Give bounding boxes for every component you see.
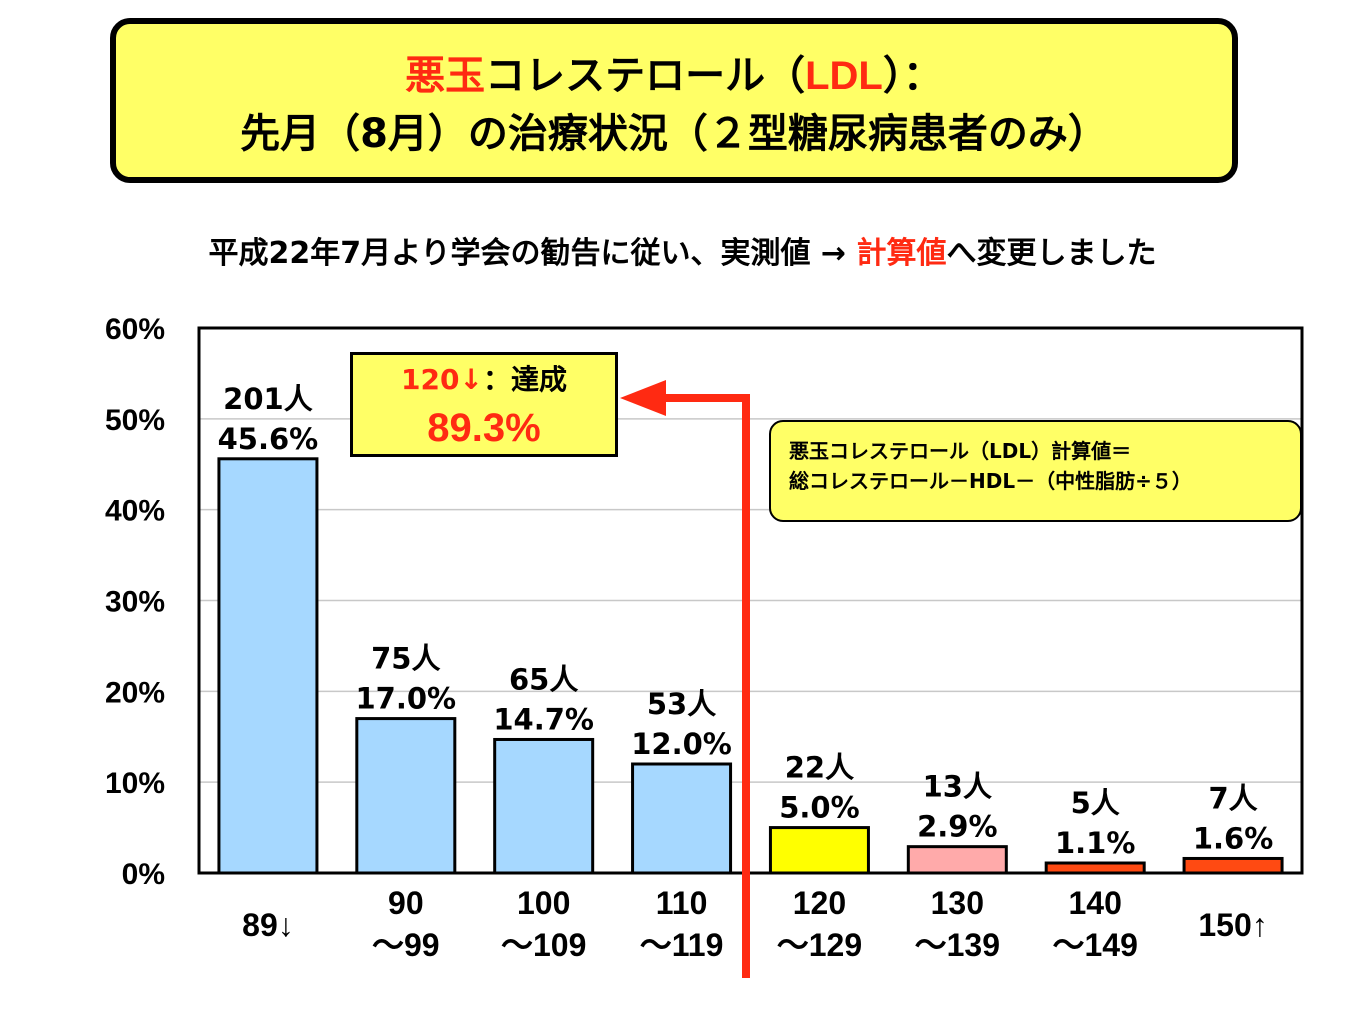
title-black-2: ）： <box>882 53 943 99</box>
y-tick-label: 30% <box>105 586 165 619</box>
x-tick-label: ～139 <box>915 927 1000 963</box>
x-tick-label: ～129 <box>777 927 862 963</box>
bar <box>493 737 595 875</box>
bar-percent-label: 12.0% <box>631 727 732 761</box>
y-axis-ticks: 0% 10% 20% 30% 40% 50% 60% <box>105 313 165 891</box>
achievement-label-red: 120↓ <box>401 363 483 396</box>
title-box: 悪玉コレステロール（LDL）： 先月（8月）の治療状況（２型糖尿病患者のみ） <box>110 18 1238 183</box>
bar-percent-label: 14.7% <box>493 702 594 736</box>
x-tick-label: 140 <box>1068 885 1121 921</box>
bar-count-label: 65人 <box>509 662 578 696</box>
bar <box>906 845 1008 875</box>
y-tick-label: 0% <box>122 858 165 891</box>
bar-percent-label: 45.6% <box>218 422 319 456</box>
subtitle-text-before: 平成22年7月より学会の勧告に従い、実測値 → <box>208 236 857 271</box>
x-tick-label: 100 <box>517 885 570 921</box>
y-tick-label: 40% <box>105 495 165 528</box>
x-tick-label: 150↑ <box>1198 907 1267 943</box>
bar <box>217 457 319 875</box>
achievement-label: 120↓：達成 <box>353 363 615 397</box>
y-tick-label: 60% <box>105 313 165 346</box>
bar <box>631 762 733 875</box>
achievement-label-black: ：達成 <box>482 363 567 396</box>
x-tick-label: ～109 <box>501 927 586 963</box>
achievement-box: 120↓：達成 89.3% <box>350 352 618 457</box>
formula-line-1: 悪玉コレステロール（LDL）計算値＝ <box>789 439 1132 463</box>
plot-frame <box>197 326 1304 875</box>
bar-count-label: 75人 <box>371 642 440 676</box>
bar-count-label: 7人 <box>1208 781 1257 815</box>
formula-line-2: 総コレステロール－HDL－（中性脂肪÷５） <box>789 469 1192 493</box>
x-axis-ticks: 89↓ 90 ～99 100 ～109 110 ～119 120 ～129 130 ～139 140 ～… <box>242 885 1268 963</box>
x-tick-label: ～99 <box>372 927 440 963</box>
bar-count-label: 22人 <box>785 751 854 785</box>
formula-box: 悪玉コレステロール（LDL）計算値＝ 総コレステロール－HDL－（中性脂肪÷５） <box>769 420 1302 522</box>
x-tick-label: 110 <box>656 885 708 921</box>
y-tick-label: 20% <box>105 676 165 709</box>
title-black-1: コレステロール（ <box>485 53 806 99</box>
bar <box>768 826 870 875</box>
x-tick-label: 120 <box>793 885 846 921</box>
title-line-1: 悪玉コレステロール（LDL）： <box>116 52 1232 100</box>
achievement-arrow <box>620 380 750 978</box>
subtitle: 平成22年7月より学会の勧告に従い、実測値 → 計算値へ変更しました <box>0 228 1365 272</box>
data-labels: 201人 45.6% 75人 17.0% 65人 14.7% 53人 12.0% 22人 5.0%… <box>218 382 1274 860</box>
x-tick-label: ～149 <box>1052 927 1137 963</box>
bar <box>1182 856 1284 875</box>
x-tick-label: 90 <box>388 885 424 921</box>
x-tick-label: ～119 <box>640 927 724 963</box>
x-tick-label: 130 <box>931 885 984 921</box>
bar-count-label: 13人 <box>923 770 992 804</box>
x-tick-label: 89↓ <box>242 907 294 943</box>
arrow-head-icon <box>620 380 666 416</box>
y-tick-label: 10% <box>105 767 165 800</box>
bar-percent-label: 1.6% <box>1193 821 1273 855</box>
bar-percent-label: 5.0% <box>779 791 859 825</box>
achievement-value: 89.3% <box>427 406 541 450</box>
bar-count-label: 53人 <box>647 687 716 721</box>
bar-percent-label: 17.0% <box>356 682 457 716</box>
title-red-2: LDL <box>805 54 883 98</box>
y-tick-label: 50% <box>105 404 165 437</box>
subtitle-text-after: へ変更しました <box>946 236 1157 271</box>
bar-percent-label: 1.1% <box>1055 826 1135 860</box>
bar <box>355 717 457 875</box>
subtitle-text-red: 計算値 <box>856 236 947 271</box>
title-line-2: 先月（8月）の治療状況（２型糖尿病患者のみ） <box>240 111 1108 157</box>
bar-count-label: 5人 <box>1071 786 1120 820</box>
bar-count-label: 201人 <box>223 382 313 416</box>
title-red-1: 悪玉 <box>405 53 486 99</box>
bars <box>217 457 1284 875</box>
bar-percent-label: 2.9% <box>917 810 997 844</box>
